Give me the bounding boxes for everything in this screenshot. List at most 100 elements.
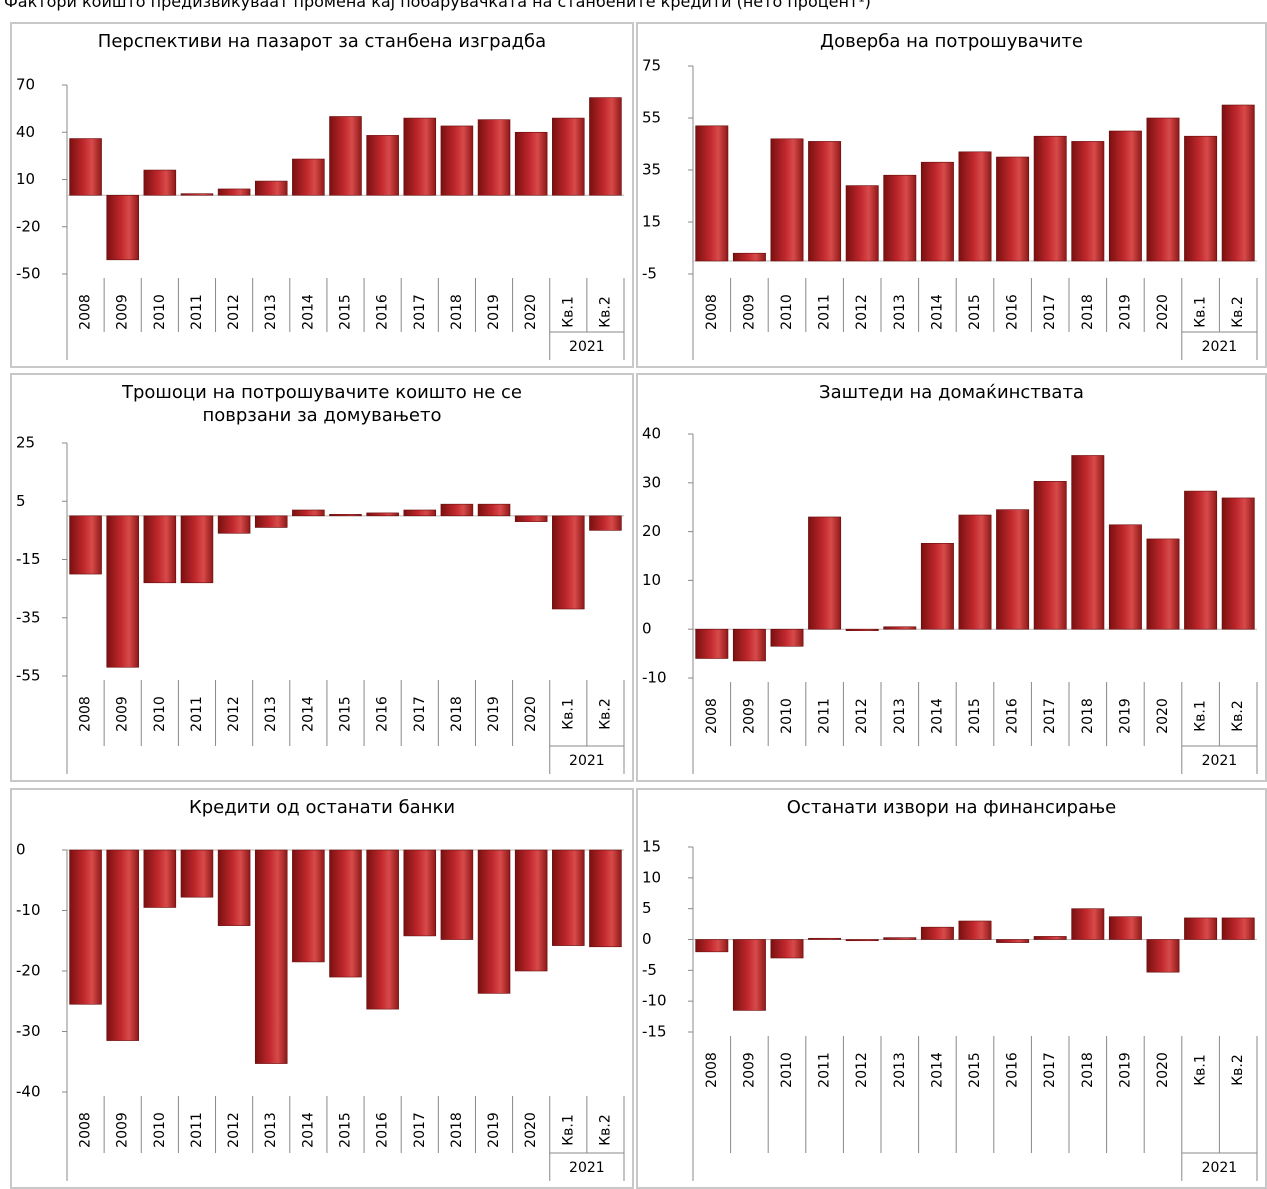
x-tick-label: 2008 [704, 294, 720, 330]
chart: -5 15 35 55 75 2008 2009 2010 2011 2012 2013 2014 20… [642, 57, 1258, 360]
x-tick-label: 2016 [375, 696, 391, 732]
bar [106, 849, 139, 1041]
bar [1221, 104, 1255, 262]
x-tick-label: 2016 [375, 1112, 391, 1148]
y-tick-label: -10 [642, 992, 667, 1010]
x-tick-label: 2019 [486, 294, 502, 330]
x-tick-label: 2009 [115, 294, 131, 330]
bar [69, 515, 102, 575]
bar [477, 503, 511, 517]
bar [1146, 939, 1180, 973]
bar [1184, 135, 1218, 262]
x-tick-label: Кв.1 [1193, 296, 1209, 328]
bar [732, 628, 766, 662]
x-tick-label: 2013 [892, 1052, 908, 1088]
bar [440, 125, 474, 196]
y-tick-label: 15 [642, 838, 661, 856]
chart-title: Останати извори на финансирање [786, 797, 1117, 818]
x-tick-label: 2011 [817, 698, 833, 734]
page-title: Фактори коишто предизвикуваат промена ка… [4, 0, 871, 11]
bar [440, 503, 474, 517]
x-tick-label: Кв.2 [1230, 296, 1246, 328]
bar [770, 628, 804, 647]
x-tick-label: 2017 [1042, 294, 1058, 330]
bar [552, 117, 585, 196]
bar [403, 509, 437, 517]
y-tick-label: 70 [16, 76, 35, 94]
x-tick-label: 2010 [779, 294, 795, 330]
x-tick-label: 2012 [226, 1112, 242, 1148]
bar [920, 161, 954, 262]
x-tick-label: 2020 [523, 1112, 539, 1148]
bar [477, 849, 511, 994]
bar [920, 926, 954, 940]
bar [1184, 917, 1218, 940]
bar [958, 151, 992, 262]
bar [329, 116, 362, 196]
bar [920, 543, 954, 630]
y-tick-label: -35 [16, 608, 41, 626]
x-tick-label: Кв.2 [597, 1114, 613, 1146]
y-tick-label: 5 [642, 899, 652, 917]
x-tick-label: 2013 [263, 1112, 279, 1148]
y-tick-label: -10 [642, 669, 667, 687]
chart-title: Заштеди на домаќинствата [819, 382, 1084, 403]
x-tick-label: Кв.1 [560, 698, 576, 730]
bar [1221, 497, 1255, 630]
x-tick-label: 2015 [967, 294, 983, 330]
x-tick-label: 2012 [854, 1052, 870, 1088]
x-tick-label: 2014 [300, 1112, 316, 1148]
x-tick-label: 2014 [929, 698, 945, 734]
chart: -55 -35 -15 5 25 2008 2009 2010 2011 2012 2013 2014… [16, 434, 625, 774]
x-tick-label: Кв.2 [1230, 1054, 1246, 1086]
x-tick-label: 2020 [1155, 1052, 1171, 1088]
y-tick-label: -5 [642, 265, 657, 283]
bar [292, 158, 325, 196]
group-label: 2021 [1202, 339, 1238, 355]
bar [69, 138, 102, 196]
y-tick-label: 20 [642, 522, 661, 540]
x-tick-label: 2016 [375, 294, 391, 330]
bar [180, 849, 214, 898]
bar [1146, 538, 1180, 630]
bar [366, 135, 399, 196]
x-tick-label: 2017 [412, 1112, 428, 1148]
x-tick-label: 2014 [929, 294, 945, 330]
chart-title: Доверба на потрошувачите [820, 31, 1083, 52]
group-label: 2021 [1202, 1160, 1238, 1176]
y-tick-label: 55 [642, 109, 661, 127]
bar [996, 156, 1030, 262]
x-tick-label: Кв.1 [560, 1114, 576, 1146]
x-tick-label: 2012 [854, 294, 870, 330]
bar [1108, 130, 1142, 262]
chart-panel: Перспективи на пазарот за станбена изгра… [10, 22, 634, 368]
bar [1108, 916, 1142, 940]
x-tick-label: 2018 [1080, 698, 1096, 734]
bar [143, 169, 177, 196]
bar [770, 939, 804, 959]
group-label: 2021 [569, 339, 605, 355]
y-tick-label: -30 [16, 1022, 41, 1040]
bar [552, 515, 585, 610]
x-tick-label: 2011 [817, 1052, 833, 1088]
x-tick-label: 2017 [1042, 1052, 1058, 1088]
group-label: 2021 [569, 753, 605, 769]
x-tick-label: 2011 [189, 696, 205, 732]
bar [514, 849, 548, 972]
bar [996, 939, 1030, 943]
bar [883, 937, 917, 940]
y-tick-label: -5 [642, 961, 657, 979]
x-tick-label: Кв.2 [597, 698, 613, 730]
bar [958, 514, 992, 630]
bar [217, 515, 251, 534]
bar [329, 849, 362, 978]
bar [403, 117, 437, 196]
x-tick-label: 2008 [78, 294, 94, 330]
bar [403, 849, 437, 937]
x-tick-label: 2016 [1005, 698, 1021, 734]
bar [1033, 481, 1067, 630]
x-tick-label: 2019 [1117, 294, 1133, 330]
x-tick-label: 2008 [704, 698, 720, 734]
x-tick-label: 2018 [449, 1112, 465, 1148]
bar [180, 515, 214, 584]
